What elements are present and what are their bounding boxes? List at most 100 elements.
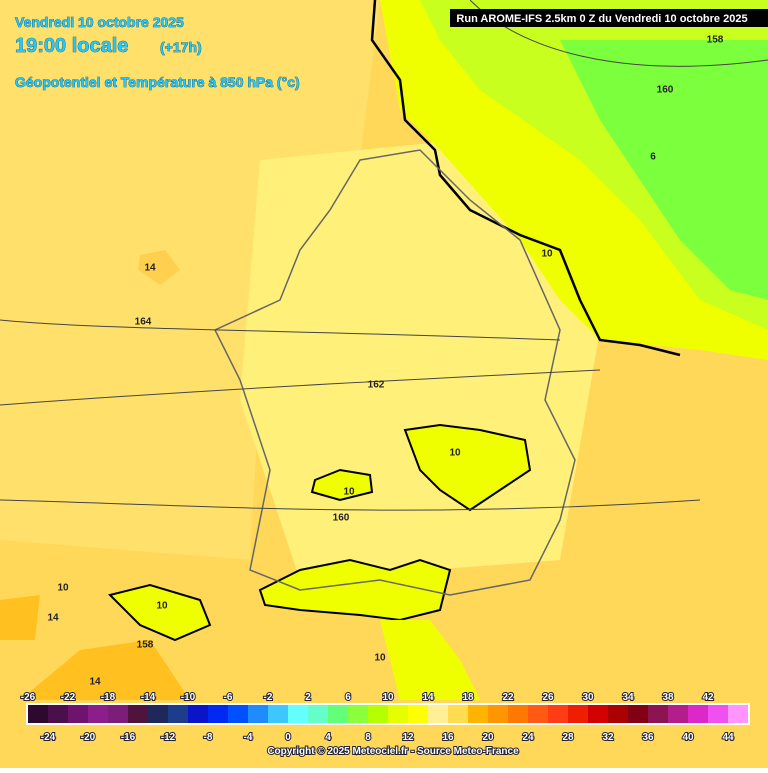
run-box (450, 9, 768, 27)
colorbar-label: -6 (224, 692, 233, 703)
colorbar-swatch (628, 705, 648, 723)
colorbar-swatch (468, 705, 488, 723)
colorbar-swatch (128, 705, 148, 723)
colorbar-label: 26 (542, 692, 554, 703)
contour-label: 162 (368, 380, 385, 391)
colorbar-swatch (548, 705, 568, 723)
field-patch (380, 620, 480, 700)
contour-label: 10 (374, 653, 386, 664)
run-info: Run AROME-IFS 2.5km 0 Z du Vendredi 10 o… (456, 13, 747, 25)
colorbar-label: 10 (382, 692, 394, 703)
field-green (560, 40, 768, 300)
colorbar-label: 16 (442, 732, 454, 743)
colorbar-swatch (348, 705, 368, 723)
colorbar-label: 12 (402, 732, 414, 743)
colorbar-label: 14 (422, 692, 434, 703)
contour-label: 158 (137, 640, 154, 651)
colorbar-label: 24 (522, 732, 534, 743)
colorbar-swatch (388, 705, 408, 723)
colorbar-swatch (288, 705, 308, 723)
colorbar-swatch (668, 705, 688, 723)
colorbar-swatch (368, 705, 388, 723)
border-france (213, 149, 576, 596)
contour-label: 10 (449, 448, 461, 459)
colorbar-swatch (188, 705, 208, 723)
field-orange (0, 0, 380, 560)
colorbar-label: 42 (702, 692, 714, 703)
colorbar-swatch (168, 705, 188, 723)
contour-label: 158 (707, 35, 724, 46)
colorbar-label: 36 (642, 732, 654, 743)
colorbar-swatch (408, 705, 428, 723)
colorbar-swatch (588, 705, 608, 723)
colorbar-swatch (48, 705, 68, 723)
contour-label: 10 (57, 583, 69, 594)
lead-time: (+17h) (160, 39, 202, 55)
colorbar-label: 4 (325, 732, 331, 743)
geopotential-isoline (0, 0, 768, 511)
colorbar-swatch (268, 705, 288, 723)
colorbar-label: -4 (244, 732, 253, 743)
contour-label: 6 (650, 152, 656, 163)
colorbar-swatch (728, 705, 748, 723)
colorbar-label: 30 (582, 692, 594, 703)
field-patch (138, 250, 180, 285)
contour-label: 160 (657, 85, 674, 96)
colorbar-swatch (648, 705, 668, 723)
colorbar-swatch (508, 705, 528, 723)
colorbar-label: 28 (562, 732, 574, 743)
contour-label: 10 (343, 487, 355, 498)
colorbar-label: 0 (285, 732, 291, 743)
colorbar-swatch (308, 705, 328, 723)
colorbar-label: 20 (482, 732, 494, 743)
field-patch (258, 558, 452, 622)
colorbar-label: 8 (365, 732, 371, 743)
colorbar-swatch (88, 705, 108, 723)
colorbar-swatch (528, 705, 548, 723)
colorbar-label: -18 (101, 692, 116, 703)
colorbar-swatch (248, 705, 268, 723)
colorbar-label: 2 (305, 692, 311, 703)
contour-label: 14 (89, 677, 101, 688)
colorbar-label: -22 (61, 692, 76, 703)
colorbar-swatch (328, 705, 348, 723)
copyright: Copyright © 2025 Meteociel.fr - Source M… (267, 746, 519, 757)
contour-label: 10 (156, 601, 168, 612)
colorbar-swatch (68, 705, 88, 723)
colorbar-label: -26 (21, 692, 36, 703)
colorbar-label: -14 (141, 692, 156, 703)
colorbar-label: -2 (264, 692, 273, 703)
colorbar-label: 34 (622, 692, 634, 703)
date: Vendredi 10 octobre 2025 (15, 14, 184, 30)
colorbar-swatch (568, 705, 588, 723)
colorbar-label: 32 (602, 732, 614, 743)
colorbar-swatch (208, 705, 228, 723)
colorbar-label: 38 (662, 692, 674, 703)
colorbar-label: 44 (722, 732, 734, 743)
colorbar-label: 40 (682, 732, 694, 743)
contour-label: 10 (541, 249, 553, 260)
colorbar-swatch (608, 705, 628, 723)
colorbar-swatch (228, 705, 248, 723)
contour-label: 160 (333, 513, 350, 524)
contour-10 (370, 0, 681, 357)
colorbar-label: -16 (121, 732, 136, 743)
colorbar-label: 22 (502, 692, 514, 703)
time: 19:00 locale (15, 35, 128, 57)
field-patch (403, 423, 532, 512)
colorbar-swatch (688, 705, 708, 723)
colorbar-swatch (428, 705, 448, 723)
colorbar-label: 18 (462, 692, 474, 703)
parameter: Géopotentiel et Température à 850 hPa (°… (15, 74, 300, 90)
colorbar-label: -10 (181, 692, 196, 703)
colorbar-swatch (708, 705, 728, 723)
colorbar-swatch (28, 705, 48, 723)
field-patch (310, 468, 374, 502)
contour-label: 164 (135, 317, 152, 328)
colorbar-label: -8 (204, 732, 213, 743)
contour-label: 14 (144, 263, 156, 274)
field-patch (108, 583, 212, 642)
colorbar-label: -12 (161, 732, 176, 743)
colorbar-label: -24 (41, 732, 56, 743)
